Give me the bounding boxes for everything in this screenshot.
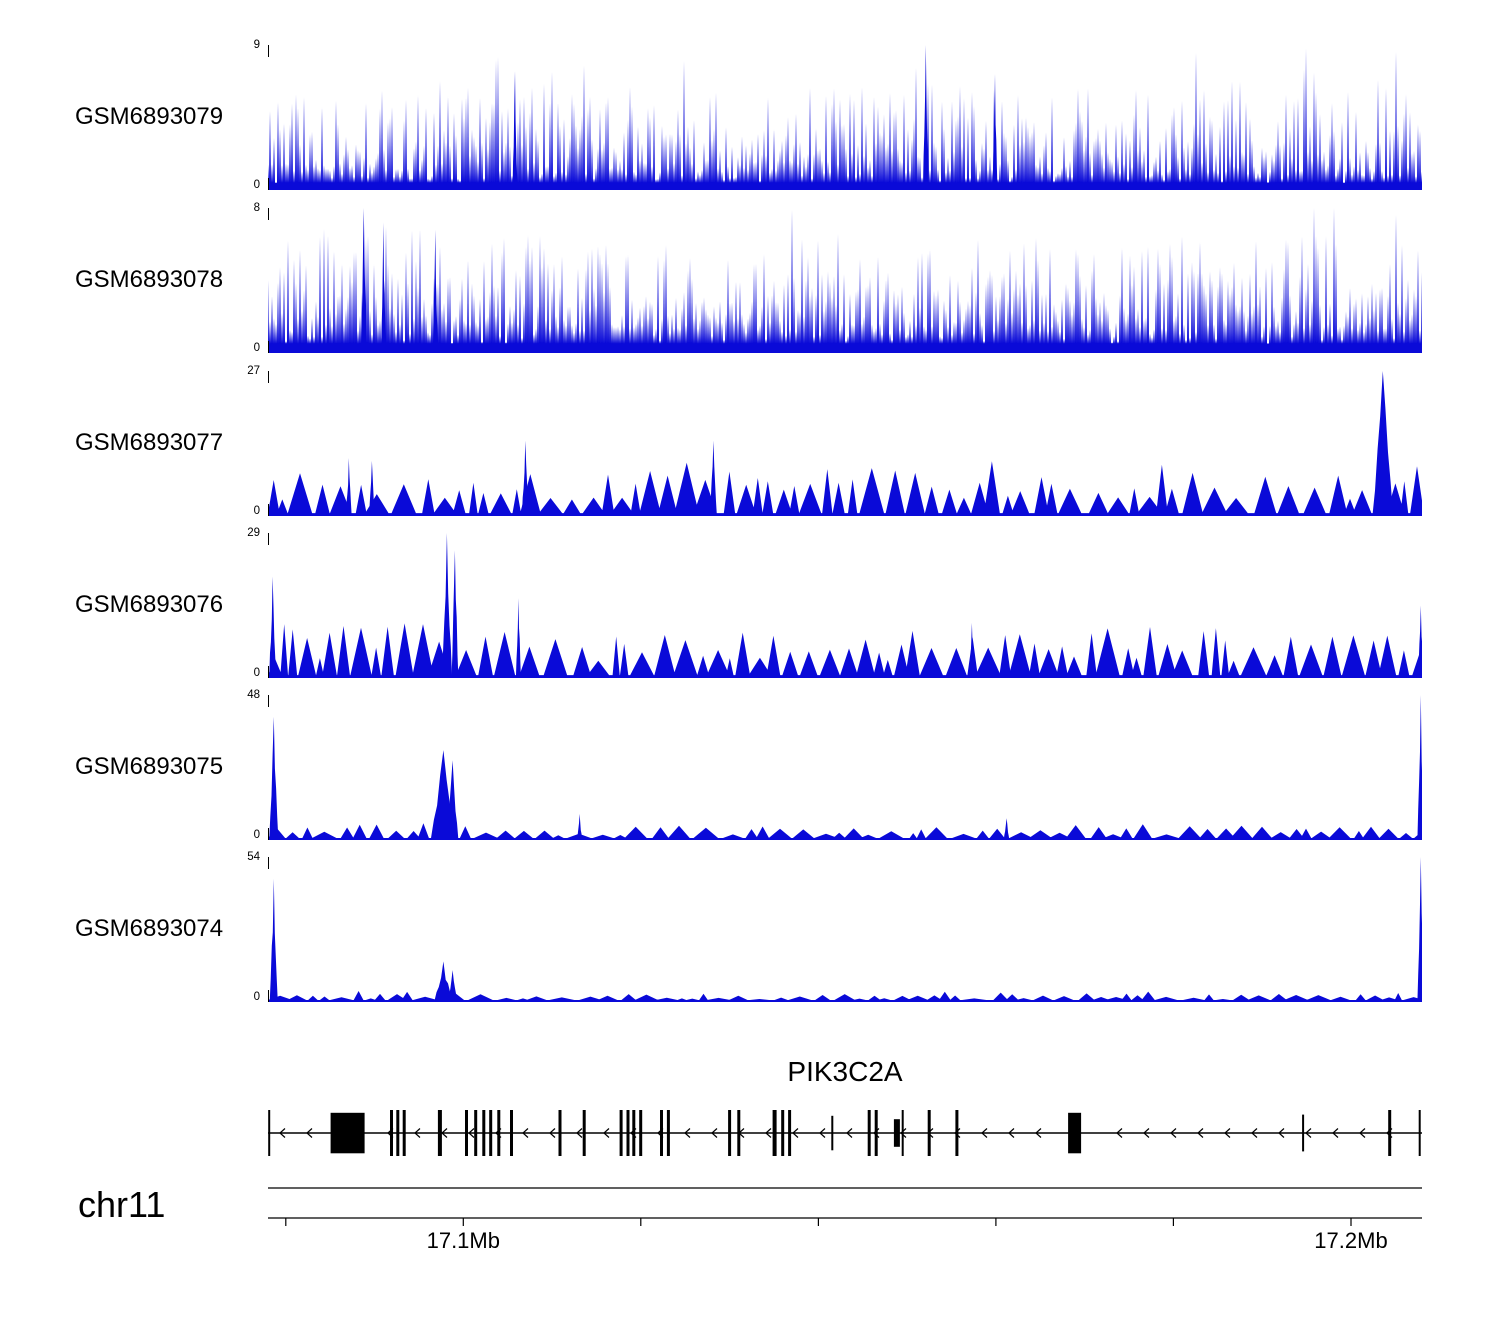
track-label: GSM6893074 [75, 915, 224, 942]
y-axis-zero-label: 0 [253, 829, 260, 841]
y-axis-zero-label: 0 [253, 667, 260, 679]
y-axis-max-label: 8 [253, 202, 260, 214]
coverage-track-svg [268, 695, 1422, 840]
y-axis-zero-label: 0 [253, 505, 260, 517]
track-label: GSM6893076 [75, 591, 224, 618]
y-axis-max-label: 29 [247, 527, 260, 539]
y-axis-max-label: 27 [247, 365, 260, 377]
gene-name-label: PIK3C2A [787, 1056, 903, 1087]
coverage-track-svg [268, 208, 1422, 353]
genome-axis-svg: 17.1Mb 17.2Mb [268, 1187, 1422, 1253]
chromosome-label: chr11 [78, 1184, 166, 1225]
y-axis-max-label: 54 [247, 851, 260, 863]
coverage-track-svg [268, 857, 1422, 1002]
y-axis-zero-label: 0 [253, 342, 260, 354]
y-axis-max-label: 48 [247, 689, 260, 701]
track-label: GSM6893075 [75, 753, 224, 780]
track-label: GSM6893078 [75, 266, 224, 293]
track-label: GSM6893079 [75, 103, 224, 130]
y-axis-zero-label: 0 [253, 991, 260, 1003]
svg-text:17.2Mb: 17.2Mb [1314, 1228, 1387, 1253]
y-axis-max-label: 9 [253, 39, 260, 51]
coverage-track-svg [268, 533, 1422, 678]
gene-model-svg [268, 1110, 1422, 1156]
coverage-track-svg [268, 45, 1422, 190]
track-label: GSM6893077 [75, 429, 224, 456]
coverage-track-svg [268, 371, 1422, 516]
svg-text:17.1Mb: 17.1Mb [427, 1228, 500, 1253]
y-axis-zero-label: 0 [253, 179, 260, 191]
